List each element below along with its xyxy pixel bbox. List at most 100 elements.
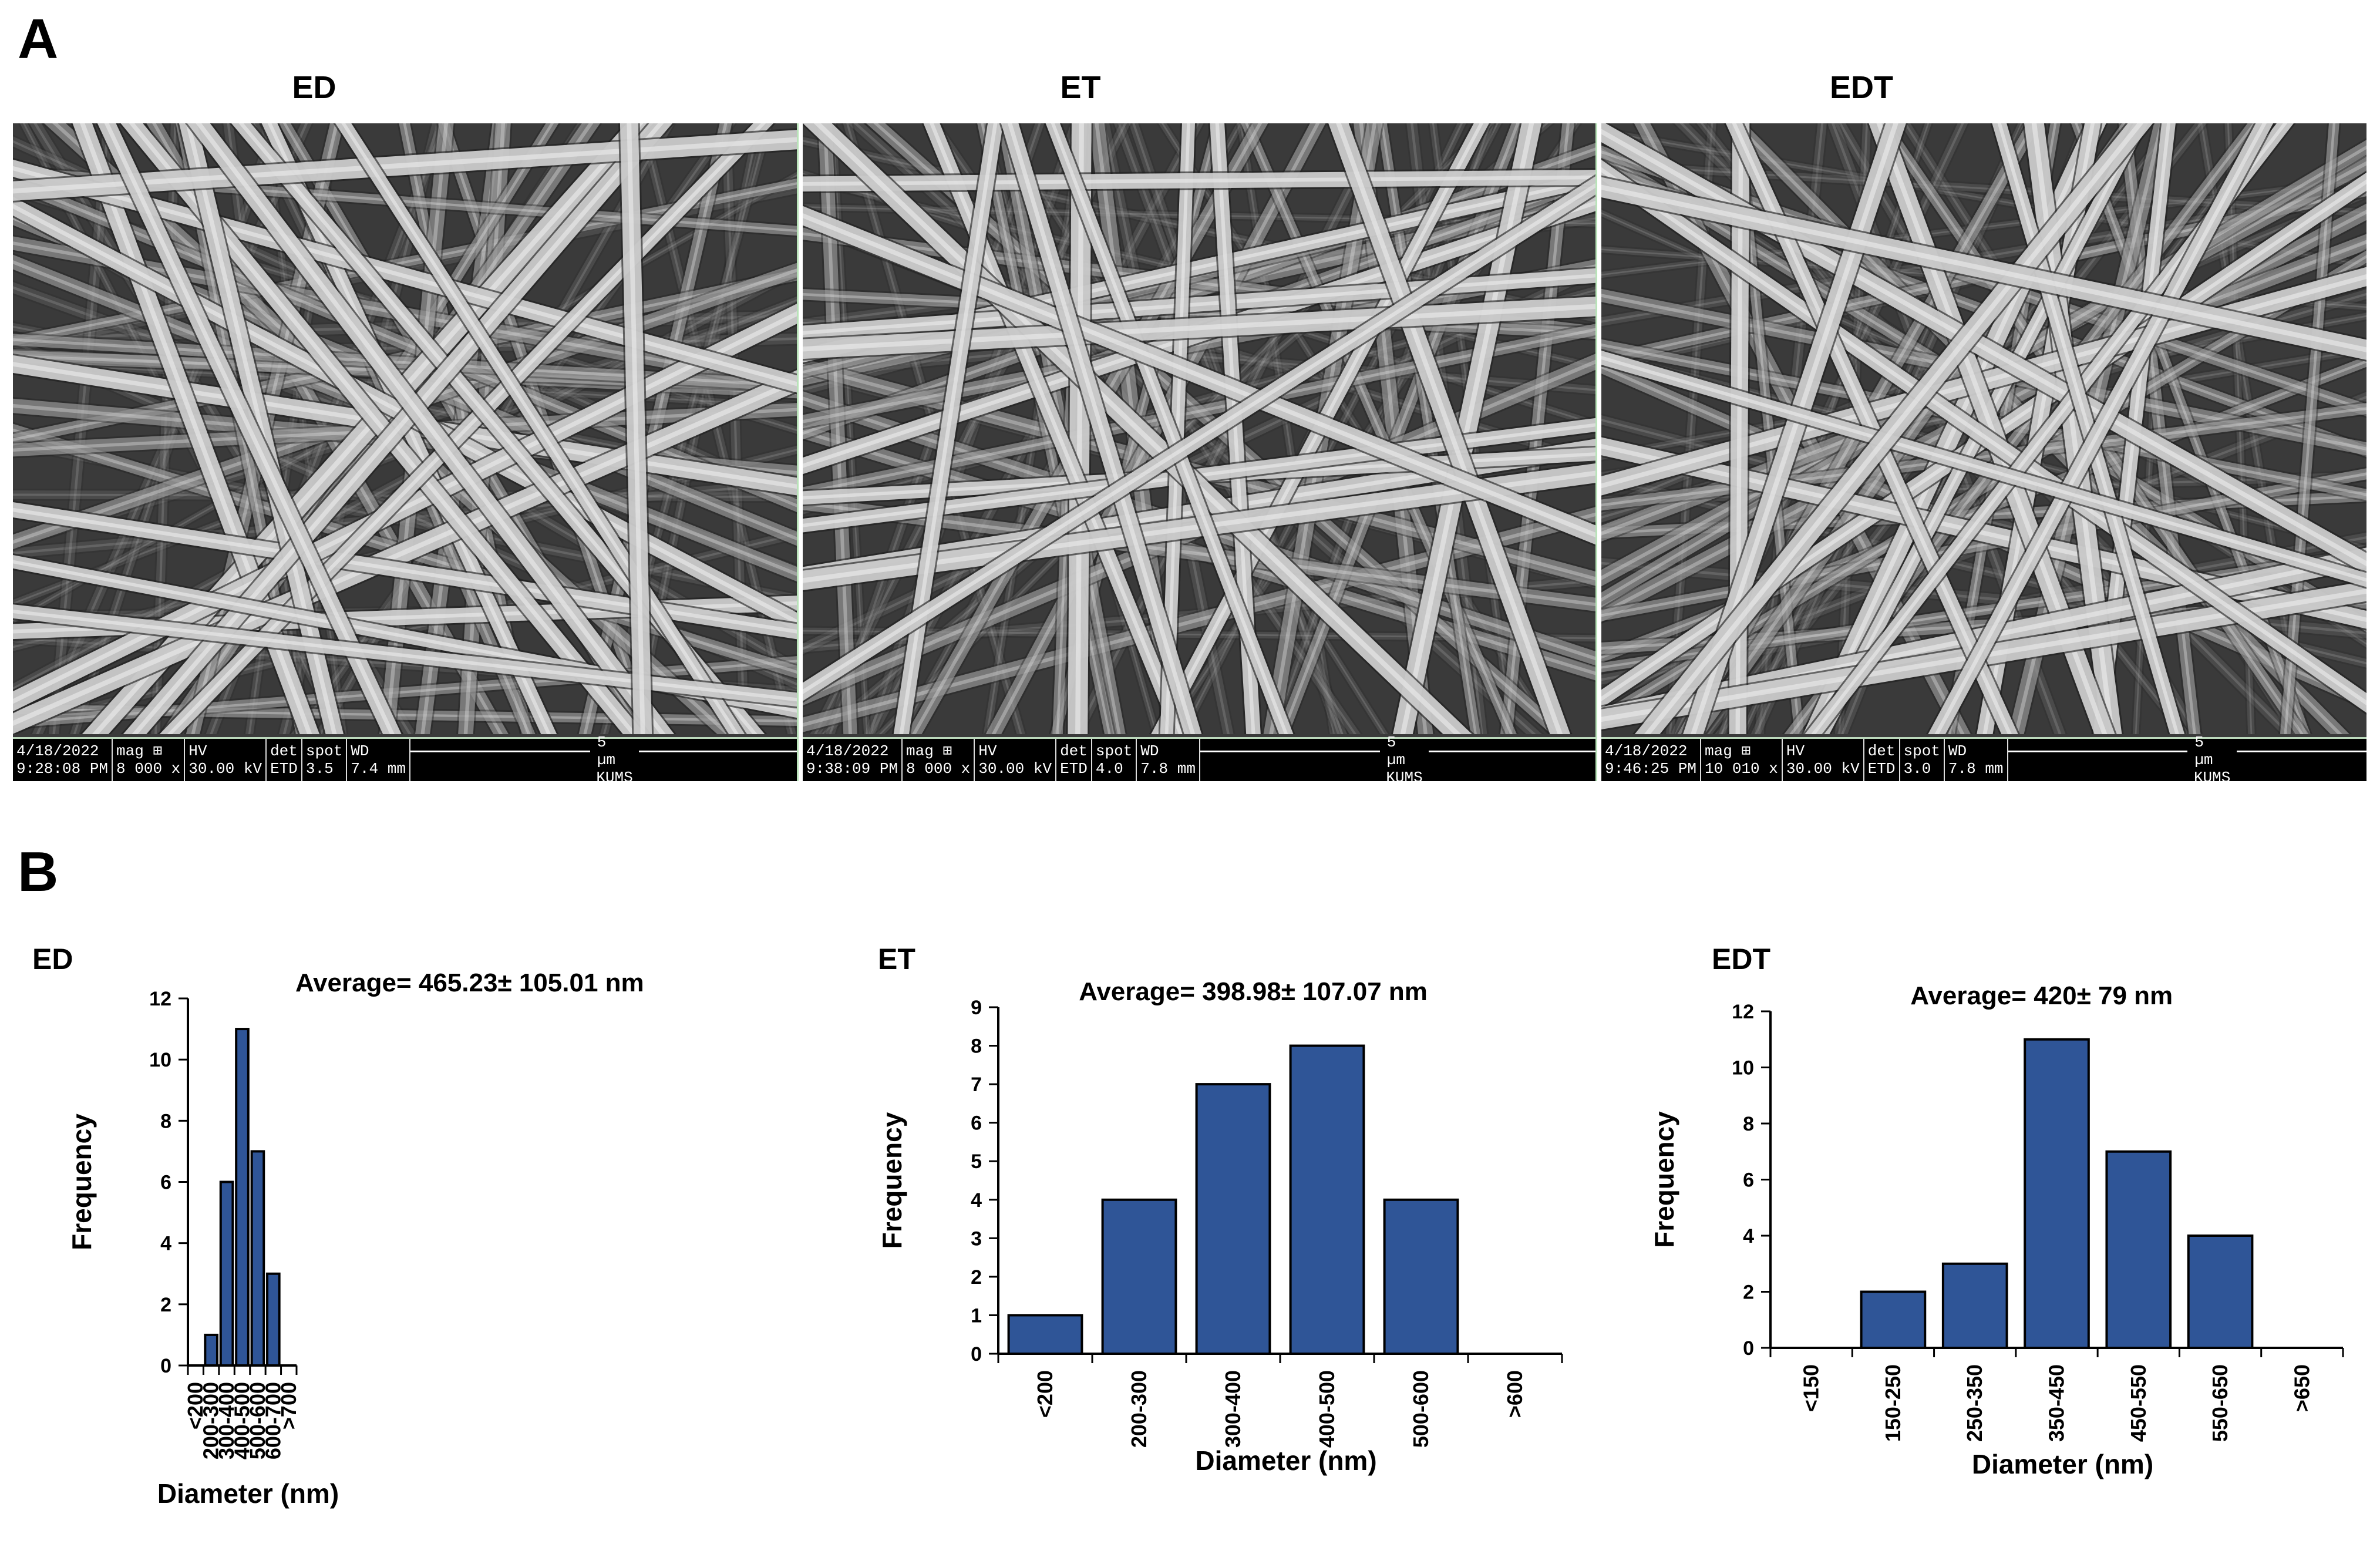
bar-200-300 bbox=[1101, 1198, 1177, 1355]
panel-label-a: A bbox=[18, 8, 59, 70]
bar-450-550 bbox=[2105, 1150, 2172, 1349]
bar-400-500 bbox=[235, 1028, 250, 1367]
x-tick-label: 600-700 bbox=[261, 1382, 285, 1459]
databar-spot: spot 3.0 bbox=[1900, 739, 1945, 781]
x-tick-label: 300-400 bbox=[214, 1382, 238, 1459]
x-tick-label: 250-350 bbox=[1962, 1364, 1987, 1442]
databar-mag: mag ⊞ 10 010 x bbox=[1701, 739, 1783, 781]
scale-bar: 5 µm KUMS bbox=[2008, 734, 2366, 781]
databar-spot: spot 4.0 bbox=[1092, 739, 1137, 781]
bar-550-650 bbox=[2187, 1235, 2254, 1349]
y-tick-label: 0 bbox=[160, 1355, 171, 1377]
sem-databar-et: 4/18/2022 9:38:09 PM mag ⊞ 8 000 x HV 30.00… bbox=[803, 734, 1595, 781]
bar-300-400 bbox=[1195, 1083, 1271, 1355]
y-tick-label: 6 bbox=[971, 1112, 982, 1135]
x-tick-label: 350-450 bbox=[2045, 1364, 2069, 1442]
x-tick-label: >600 bbox=[1503, 1370, 1527, 1418]
y-tick-label: 2 bbox=[971, 1266, 982, 1289]
y-tick-label: 1 bbox=[971, 1304, 982, 1327]
y-tick-label: 2 bbox=[160, 1294, 171, 1316]
databar-wd: WD 7.4 mm bbox=[347, 739, 410, 781]
databar-mag: mag ⊞ 8 000 x bbox=[903, 739, 975, 781]
y-tick-label: 9 bbox=[971, 997, 982, 1019]
bar-500-600 bbox=[1383, 1198, 1459, 1355]
databar-spot: spot 3.5 bbox=[302, 739, 348, 781]
panel-label-b: B bbox=[18, 840, 59, 903]
y-tick-label: 10 bbox=[1732, 1057, 1754, 1079]
databar-hv: HV 30.00 kV bbox=[975, 739, 1057, 781]
x-tick-label: 400-500 bbox=[1315, 1370, 1339, 1448]
x-tick-label: 200-300 bbox=[199, 1382, 223, 1459]
databar-det: det ETD bbox=[1056, 739, 1092, 781]
y-tick-label: 8 bbox=[1743, 1113, 1754, 1135]
scale-bar: 5 µm KUMS bbox=[1200, 734, 1595, 781]
chart-title: Average= 398.98± 107.07 nm bbox=[1079, 977, 1428, 1006]
y-tick-label: 6 bbox=[1743, 1169, 1754, 1192]
sem-databar-edt: 4/18/2022 9:46:25 PM mag ⊞ 10 010 x HV 30.0… bbox=[1601, 734, 2366, 781]
databar-date: 4/18/2022 9:28:08 PM bbox=[13, 739, 113, 781]
databar-hv: HV 30.00 kV bbox=[185, 739, 267, 781]
y-axis-label: Frequency bbox=[66, 1114, 97, 1250]
y-tick-label: 12 bbox=[149, 988, 171, 1010]
chart-title: Average= 465.23± 105.01 nm bbox=[295, 968, 644, 997]
x-tick-label: 550-650 bbox=[2208, 1364, 2232, 1442]
sem-title-ed: ED bbox=[292, 70, 336, 105]
x-tick-label: <150 bbox=[1799, 1364, 1823, 1412]
bar-250-350 bbox=[1941, 1262, 2008, 1349]
databar-det: det ETD bbox=[1864, 739, 1900, 781]
panel-label: EDT bbox=[1712, 943, 1770, 976]
bar-300-400 bbox=[219, 1180, 234, 1367]
y-tick-label: 3 bbox=[971, 1227, 982, 1250]
y-tick-label: 6 bbox=[160, 1172, 171, 1194]
sem-title-edt: EDT bbox=[1830, 70, 1893, 105]
chart-title: Average= 420± 79 nm bbox=[1910, 981, 2173, 1010]
x-tick-label: 500-600 bbox=[1409, 1370, 1433, 1448]
databar-wd: WD 7.8 mm bbox=[1945, 739, 2008, 781]
bar-150-250 bbox=[1860, 1290, 1927, 1349]
x-tick-label: 500-600 bbox=[245, 1382, 270, 1459]
scale-bar: 5 µm KUMS bbox=[410, 734, 797, 781]
y-tick-label: 5 bbox=[971, 1151, 982, 1173]
databar-date: 4/18/2022 9:38:09 PM bbox=[803, 739, 903, 781]
databar-mag: mag ⊞ 8 000 x bbox=[113, 739, 186, 781]
y-tick-label: 4 bbox=[971, 1189, 982, 1212]
databar-wd: WD 7.8 mm bbox=[1137, 739, 1200, 781]
y-tick-label: 8 bbox=[160, 1110, 171, 1132]
y-axis-label: Frequency bbox=[1649, 1111, 1679, 1248]
fiber-pattern bbox=[803, 123, 1595, 734]
y-tick-label: 12 bbox=[1732, 1001, 1754, 1023]
fiber-pattern bbox=[1601, 123, 2366, 734]
databar-date: 4/18/2022 9:46:25 PM bbox=[1601, 739, 1702, 781]
panel-label: ED bbox=[32, 943, 73, 976]
sem-image-et: 4/18/2022 9:38:09 PM mag ⊞ 8 000 x HV 30.00… bbox=[803, 123, 1597, 781]
databar-det: det ETD bbox=[267, 739, 302, 781]
x-tick-label: >700 bbox=[277, 1382, 301, 1429]
x-tick-label: 300-400 bbox=[1221, 1370, 1245, 1448]
bar-500-600 bbox=[250, 1150, 265, 1367]
x-tick-label: <200 bbox=[183, 1382, 207, 1429]
x-tick-label: 450-550 bbox=[2126, 1364, 2150, 1442]
bar-200-300 bbox=[204, 1333, 218, 1367]
x-tick-label: >650 bbox=[2290, 1364, 2314, 1412]
y-tick-label: 0 bbox=[1743, 1337, 1754, 1360]
y-axis-label: Frequency bbox=[877, 1112, 907, 1249]
y-tick-label: 4 bbox=[160, 1233, 171, 1255]
x-tick-label: 200-300 bbox=[1127, 1370, 1151, 1448]
x-axis-label: Diameter (nm) bbox=[1195, 1445, 1376, 1476]
x-tick-label: 400-500 bbox=[230, 1382, 254, 1459]
bar-350-450 bbox=[2024, 1038, 2090, 1349]
y-tick-label: 4 bbox=[1743, 1225, 1754, 1247]
x-axis-label: Diameter (nm) bbox=[1972, 1449, 2153, 1479]
sem-image-ed: 4/18/2022 9:28:08 PM mag ⊞ 8 000 x HV 30.00… bbox=[13, 123, 799, 781]
y-tick-label: 0 bbox=[971, 1343, 982, 1365]
x-axis-label: Diameter (nm) bbox=[157, 1478, 339, 1509]
y-tick-label: 2 bbox=[1743, 1281, 1754, 1304]
bar-600-700 bbox=[266, 1272, 281, 1367]
sem-databar-ed: 4/18/2022 9:28:08 PM mag ⊞ 8 000 x HV 30.00… bbox=[13, 734, 797, 781]
y-tick-label: 10 bbox=[149, 1049, 171, 1071]
bar-<200 bbox=[1007, 1314, 1083, 1355]
x-tick-label: <200 bbox=[1033, 1370, 1057, 1418]
